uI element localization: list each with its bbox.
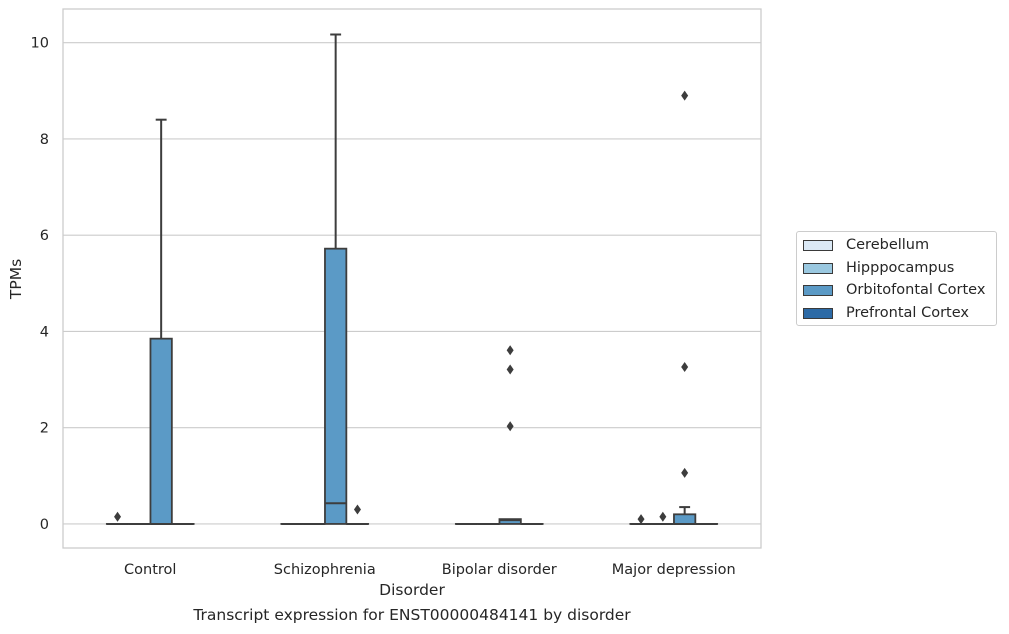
box-group: [498, 345, 522, 525]
y-tick-labels: 0 2 4 6 8 10: [31, 36, 49, 533]
legend-swatch: [803, 239, 833, 251]
figure-caption: Transcript expression for ENST0000048414…: [193, 606, 631, 624]
plot-area: [62, 8, 762, 549]
x-tick-label: Schizophrenia: [274, 562, 376, 578]
legend-label: Orbitofontal Cortex: [846, 282, 986, 298]
outlier-marker: [681, 467, 689, 478]
legend-label: Prefrontal Cortex: [846, 305, 969, 321]
boxes: [105, 33, 719, 525]
x-tick-label: Bipolar disorder: [442, 562, 557, 578]
outlier-marker: [506, 364, 514, 375]
x-axis-label: Disorder: [379, 581, 445, 599]
legend-item: Prefrontal Cortex: [803, 305, 969, 321]
y-tick-label: 4: [40, 324, 49, 340]
legend-swatch: [803, 307, 833, 319]
y-tick-label: 2: [40, 421, 49, 437]
box-group: [324, 33, 348, 525]
legend-label: Cerebellum: [846, 237, 930, 253]
y-tick-label: 10: [31, 36, 49, 52]
x-tick-label: Control: [124, 562, 176, 578]
outlier-marker: [506, 345, 514, 356]
box-group: [345, 504, 370, 525]
legend-swatch: [803, 262, 833, 274]
legend-item: Cerebellum: [803, 237, 929, 253]
outlier-marker: [681, 362, 689, 373]
legend-swatch: [803, 284, 833, 296]
box: [673, 513, 697, 525]
x-tick-labels: Control Schizophrenia Bipolar disorder Majo…: [124, 562, 736, 578]
legend-label: Hipppocampus: [846, 260, 955, 276]
outlier-marker: [114, 511, 122, 522]
x-tick-label: Major depression: [612, 562, 736, 578]
y-tick-label: 8: [40, 132, 49, 148]
y-tick-label: 0: [40, 517, 49, 533]
legend-item: Hipppocampus: [803, 260, 954, 276]
y-axis-label: TPMs: [7, 259, 25, 300]
outlier-marker: [681, 90, 689, 101]
legend: Cerebellum Hipppocampus Orbitofontal Cor…: [796, 231, 997, 326]
box-group: [149, 118, 173, 525]
outlier-marker: [353, 504, 361, 515]
y-tick-label: 6: [40, 228, 49, 244]
box: [149, 337, 173, 525]
box-group: [673, 90, 697, 525]
outlier-marker: [637, 514, 645, 525]
outlier-marker: [659, 511, 667, 522]
box: [324, 247, 348, 525]
outlier-marker: [506, 421, 514, 432]
legend-item: Orbitofontal Cortex: [803, 282, 985, 298]
